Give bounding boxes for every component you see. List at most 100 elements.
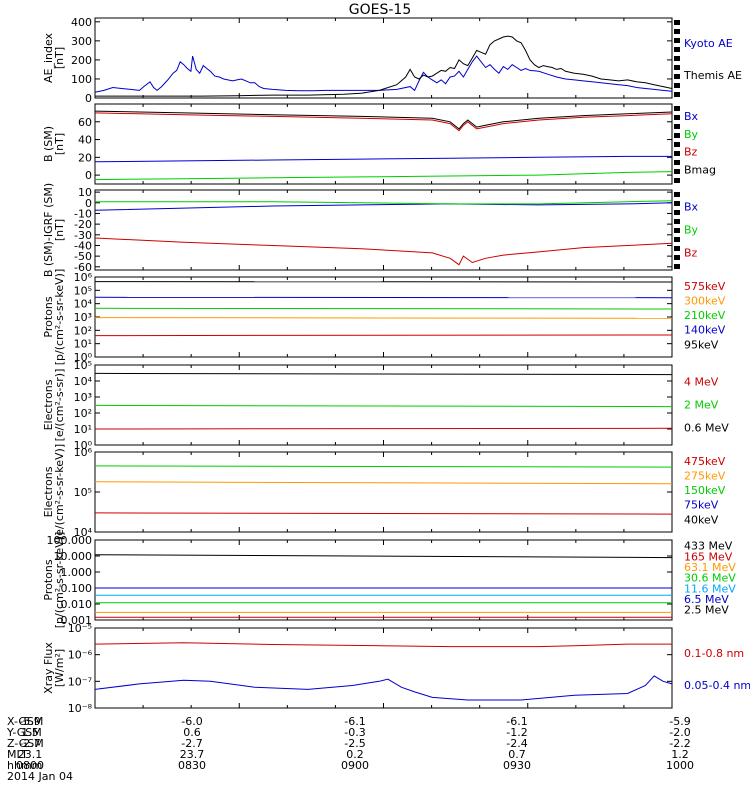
right-edge-marker (674, 255, 680, 260)
legend-165-mev: 165 MeV (684, 550, 733, 563)
y-axis-label-line: [e/(cm²-s-sr)] (53, 369, 66, 442)
footer-ygsm-4: -2.0 (669, 726, 691, 739)
y-axis-label-line: [e/(cm²-s-sr-keV)] (53, 444, 66, 540)
legend-bx: Bx (684, 201, 699, 214)
series-themis-ae (95, 35, 673, 97)
series-4-mev (94, 427, 673, 430)
footer-xgsm-4: -5.9 (669, 715, 691, 728)
y-tick-label: 0.010 (61, 598, 93, 611)
series-475kev (94, 512, 673, 515)
footer-date: 2014 Jan 04 (7, 770, 73, 783)
footer-label-ygsm: Y-GSM (7, 726, 42, 739)
y-axis-label: AE_index[nT] (42, 32, 66, 83)
legend-by: By (684, 223, 699, 236)
panel-bsm: 0 20 40 60 B (SM)[nT] Bx By Bz Bmag (42, 103, 716, 185)
y-tick-label: 10⁵ (74, 284, 92, 297)
panel-frame (94, 17, 673, 99)
series-bx (94, 202, 673, 211)
footer-hhmm-4: 1000 (666, 759, 694, 772)
right-edge-marker (674, 133, 680, 138)
y-tick-label: 0 (85, 92, 92, 105)
right-edge-marker (674, 192, 680, 197)
legend-0.05-0.4-nm: 0.05-0.4 nm (684, 679, 750, 692)
panel-frame (94, 276, 673, 358)
footer-zgsm-1: -2.7 (181, 737, 203, 750)
y-axis-label-line: [nT] (53, 219, 66, 241)
y-axis-label-line: B (SM)-IGRF (SM) (42, 183, 55, 277)
y-tick-label: 100 (71, 73, 92, 86)
legend-150kev: 150keV (684, 484, 726, 497)
y-tick-label: 10⁴ (74, 375, 93, 388)
y-axis-label-line: [p/(cm²-s-sr-keV)] (53, 269, 66, 366)
y-tick-label: 10¹ (74, 423, 92, 436)
series-0.6-mev (94, 372, 673, 376)
y-tick-label: 10⁵ (74, 486, 92, 499)
footer-label-mlt: MLT (7, 748, 28, 761)
y-tick-label: 40 (78, 134, 92, 147)
y-tick-label: 0.100 (61, 582, 93, 595)
panel-frame (94, 451, 673, 533)
legend-30.6-mev: 30.6 MeV (684, 572, 736, 585)
right-edge-marker (674, 74, 680, 79)
right-edge-marker (674, 56, 680, 61)
series-bz (94, 112, 673, 132)
y-tick-label: 10³ (74, 391, 92, 404)
right-edge-marker (674, 142, 680, 147)
y-tick-label: -50 (74, 250, 92, 263)
legend-63.1-mev: 63.1 MeV (684, 561, 736, 574)
y-axis-label: Protons[p/(cm²-s-sr-keV)] (42, 532, 66, 629)
y-axis-label: B (SM)[nT] (42, 126, 66, 162)
y-tick-label: 10⁰ (74, 351, 93, 364)
y-tick-label: 10⁴ (74, 526, 93, 539)
legend-kyoto-ae: Kyoto AE (684, 37, 733, 50)
series-by (94, 171, 673, 181)
y-axis-label-line: Electrons (42, 379, 55, 430)
footer-mlt-4: 1.2 (671, 748, 689, 761)
legend-2-mev: 2 MeV (684, 398, 719, 411)
legend-210kev: 210keV (684, 309, 726, 322)
right-edge-marker (674, 237, 680, 242)
series-by (95, 200, 673, 205)
footer-hhmm-2: 0900 (341, 759, 369, 772)
y-tick-label: 300 (71, 35, 92, 48)
series-433-mev (94, 554, 673, 559)
legend-475kev: 475keV (684, 455, 726, 468)
legend-40kev: 40keV (684, 513, 719, 526)
footer-hhmm-0: 0800 (16, 759, 44, 772)
footer-label-xgsm: X-GSM (7, 715, 44, 728)
series-575kev (94, 334, 673, 337)
y-tick-label: -20 (74, 218, 92, 231)
right-edge-marker (674, 65, 680, 70)
y-axis-label: Electrons[e/(cm²-s-sr-keV)] (42, 444, 66, 540)
series-bx (94, 155, 672, 163)
footer-mlt-1: 23.7 (179, 748, 205, 761)
y-tick-label: 100.000 (47, 534, 93, 547)
legend-140kev: 140keV (684, 324, 726, 337)
right-edge-marker (674, 219, 680, 224)
legend-by: By (684, 128, 699, 141)
legend-themis-ae: Themis AE (683, 69, 742, 82)
y-tick-label: 400 (71, 16, 92, 29)
y-tick-label: 10⁶ (74, 271, 93, 284)
footer-mlt-3: 0.7 (508, 748, 526, 761)
y-axis-label-line: [nT] (53, 133, 66, 155)
footer-label-hhmm: hhmm (7, 759, 43, 772)
legend-bz: Bz (684, 246, 698, 259)
y-tick-label: 0 (85, 197, 92, 210)
y-axis-label: B (SM)-IGRF (SM)[nT] (42, 183, 66, 277)
y-tick-label: 10⁶ (74, 446, 93, 459)
footer-xgsm-1: -6.0 (181, 715, 203, 728)
right-edge-marker (674, 115, 680, 120)
legend-bmag: Bmag (684, 163, 716, 176)
footer-hhmm-3: 0930 (503, 759, 531, 772)
legend-75kev: 75keV (684, 499, 719, 512)
footer-ygsm-3: -1.2 (506, 726, 528, 739)
footer-zgsm-3: -2.4 (506, 737, 528, 750)
series-0.1-0.8-nm (94, 642, 672, 648)
footer-mlt-2: 0.2 (346, 748, 364, 761)
footer-xgsm-2: -6.1 (344, 715, 366, 728)
